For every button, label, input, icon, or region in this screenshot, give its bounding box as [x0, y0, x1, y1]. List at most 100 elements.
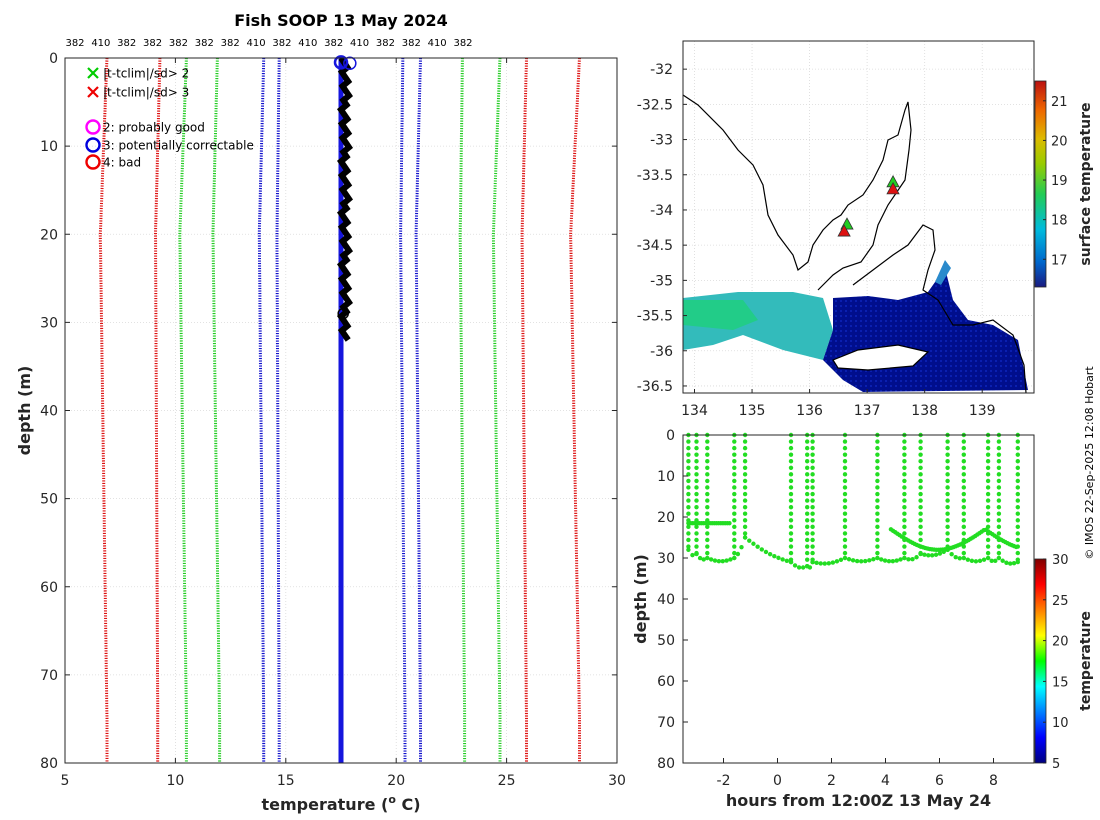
data-point [694, 524, 699, 530]
data-point [985, 491, 991, 497]
data-point [686, 544, 691, 549]
data-point [945, 537, 950, 543]
data-point [902, 524, 907, 530]
data-point [945, 504, 950, 510]
data-point [788, 459, 794, 464]
island-kangaroo [832, 344, 930, 371]
data-point [732, 445, 737, 451]
y-tick-label: 60 [40, 580, 58, 596]
y-tick-label: -35 [650, 273, 673, 289]
data-point [705, 485, 710, 490]
data-point [957, 556, 962, 561]
data-point [788, 478, 794, 484]
x-tick-label: 30 [608, 773, 626, 789]
data-point [1004, 560, 1009, 565]
data-point [694, 465, 699, 470]
data-point [945, 445, 950, 451]
y-tick-label: -34 [650, 203, 673, 219]
data-point [985, 544, 991, 549]
data-point [842, 459, 848, 464]
y-tick-label: -34.5 [637, 238, 673, 254]
data-point [694, 544, 699, 549]
copyright-text: © IMOS 22-Sep-2025 12:08 Hobart [1083, 366, 1096, 560]
data-point [742, 535, 748, 540]
data-point [918, 551, 923, 557]
data-point [694, 472, 699, 477]
data-point [732, 518, 737, 523]
legend-marker [85, 137, 101, 153]
top-label: 410 [350, 38, 369, 49]
data-point [961, 524, 966, 530]
y-tick-label: -33.5 [637, 168, 673, 184]
data-point [985, 445, 991, 451]
data-point [945, 511, 950, 516]
data-point [996, 531, 1002, 536]
data-point [705, 465, 710, 470]
y-tick-label: -32.5 [637, 97, 673, 113]
data-point [686, 498, 691, 503]
data-point [763, 549, 769, 555]
data-point [985, 537, 991, 543]
data-point [788, 445, 794, 451]
data-point [945, 531, 950, 536]
data-point [686, 547, 691, 552]
data-point [686, 504, 691, 510]
data-point [961, 491, 966, 497]
y-tick-label: 40 [40, 404, 58, 420]
data-point [918, 518, 923, 523]
data-point [732, 511, 737, 516]
data-point [996, 524, 1002, 530]
data-point [810, 491, 815, 497]
data-point [961, 555, 966, 561]
data-point [805, 524, 810, 530]
data-point [694, 551, 699, 557]
data-point [875, 491, 880, 497]
data-point [996, 518, 1002, 523]
top-label: 382 [453, 38, 472, 49]
profile-panel: 5 10 15 20 25 30 0 10 20 30 40 50 60 70 80 temperature … [15, 38, 626, 814]
data-point [875, 439, 880, 444]
data-point [918, 439, 923, 444]
data-point [800, 565, 806, 570]
data-point [961, 498, 966, 503]
x-tick-label: 137 [854, 403, 881, 419]
data-point [732, 439, 737, 444]
data-point [902, 555, 907, 561]
data-point [810, 465, 815, 470]
data-point [937, 551, 943, 556]
data-point [1015, 478, 1020, 484]
data-point [918, 459, 923, 464]
data-point [882, 558, 888, 563]
data-point [686, 439, 691, 444]
data-point [822, 561, 827, 566]
data-point [701, 557, 706, 562]
data-point [1015, 491, 1020, 497]
data-point [805, 439, 810, 444]
data-point [875, 445, 880, 451]
climatology-line-green-left-1 [178, 57, 188, 763]
data-point [747, 538, 752, 543]
data-point [810, 537, 815, 543]
data-point [842, 472, 848, 477]
data-point [686, 478, 691, 484]
data-point [875, 472, 880, 477]
data-point [961, 531, 966, 536]
data-point [859, 559, 864, 564]
data-point [985, 485, 991, 490]
data-point [708, 557, 714, 562]
data-point [996, 465, 1002, 470]
y-tick-label: 70 [657, 715, 675, 731]
data-point [686, 524, 691, 530]
data-point [985, 550, 991, 556]
data-point [838, 557, 844, 562]
data-point [918, 465, 923, 470]
data-point [705, 491, 710, 497]
data-point [1015, 472, 1020, 477]
y-tick-label: 20 [40, 227, 58, 243]
data-point [739, 544, 744, 550]
top-label: 382 [169, 38, 188, 49]
coastline-gulf [682, 94, 912, 291]
data-point [842, 465, 848, 470]
colorbar-tick-label: 15 [1052, 675, 1069, 690]
